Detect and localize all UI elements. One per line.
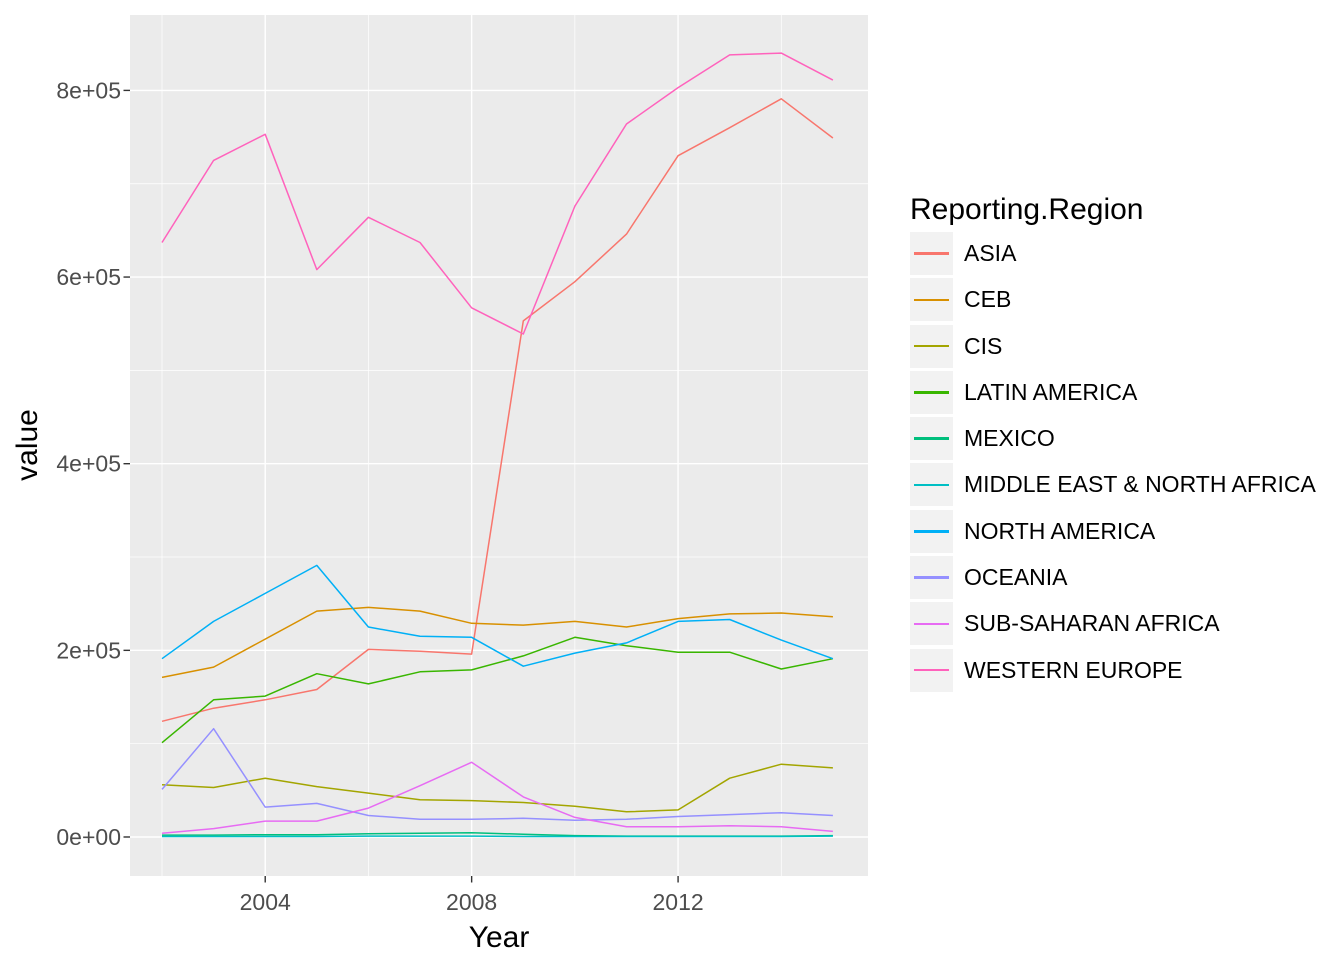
legend-item-label: CIS	[964, 332, 1003, 359]
legend-swatch-line	[914, 344, 949, 348]
legend-swatch-line	[914, 298, 949, 302]
legend-item-label: OCEANIA	[964, 564, 1068, 591]
legend-item-oceania: OCEANIA	[910, 556, 1316, 600]
legend-item-label: LATIN AMERICA	[964, 378, 1138, 405]
x-axis-title: Year	[468, 921, 530, 954]
legend-key	[910, 556, 953, 600]
legend-swatch-line	[914, 668, 949, 672]
series-line-sub-saharan-africa	[161, 761, 833, 835]
legend-item-label: SUB-SAHARAN AFRICA	[964, 610, 1220, 637]
legend-key	[910, 463, 953, 507]
legend-key	[910, 370, 953, 414]
y-tick-label: 6e+05	[56, 264, 121, 290]
x-tick-label: 2008	[446, 889, 497, 915]
legend-key	[910, 278, 953, 322]
legend-key	[910, 602, 953, 646]
x-tick-label: 2012	[652, 889, 703, 915]
legend-item-latin-america: LATIN AMERICA	[910, 370, 1316, 414]
legend-item-middle-east-north-africa: MIDDLE EAST & NORTH AFRICA	[910, 463, 1316, 507]
legend-item-ceb: CEB	[910, 278, 1316, 322]
series-line-western-europe	[161, 52, 834, 335]
legend-item-label: ASIA	[964, 240, 1017, 266]
series-line-latin-america	[161, 636, 834, 744]
series-line-asia	[161, 98, 834, 723]
legend-item-label: MEXICO	[964, 425, 1055, 452]
legend-key	[910, 648, 953, 692]
legend-key	[910, 417, 953, 461]
series-line-north-america	[161, 564, 834, 667]
series-line-cis	[161, 763, 833, 813]
legend-swatch-line	[914, 576, 949, 579]
series-line-oceania	[161, 727, 833, 821]
legend-item-north-america: NORTH AMERICA	[910, 509, 1316, 553]
legend-item-label: MIDDLE EAST & NORTH AFRICA	[964, 471, 1316, 498]
legend-item-sub-saharan-africa: SUB-SAHARAN AFRICA	[910, 602, 1316, 646]
legend-item-western-europe: WESTERN EUROPE	[910, 648, 1316, 692]
legend-key	[910, 324, 953, 368]
legend-title: Reporting.Region	[910, 193, 1144, 226]
y-tick-label: 4e+05	[56, 451, 121, 477]
legend-swatch-line	[914, 483, 949, 487]
y-axis-title: value	[11, 409, 44, 481]
y-tick-label: 8e+05	[56, 77, 121, 103]
legend: Reporting.Region ASIA CEB CIS LATIN AMERICA…	[910, 191, 1316, 695]
chart-panel	[130, 15, 868, 876]
legend-key	[910, 232, 953, 275]
legend-swatch-line	[914, 252, 949, 255]
series-line-ceb	[161, 606, 833, 679]
legend-swatch-line	[914, 391, 949, 394]
legend-swatch-line	[914, 622, 949, 626]
legend-key	[910, 509, 953, 553]
legend-item-mexico: MEXICO	[910, 417, 1316, 461]
legend-items: ASIA CEB CIS LATIN AMERICA MEXICO MIDDLE EAST…	[910, 232, 1316, 692]
x-tick-label: 2004	[240, 889, 291, 915]
legend-item-label: NORTH AMERICA	[964, 517, 1156, 544]
legend-item-cis: CIS	[910, 324, 1316, 368]
legend-swatch-line	[914, 530, 949, 533]
legend-item-asia: ASIA	[910, 232, 1316, 275]
y-tick-label: 2e+05	[56, 637, 121, 663]
legend-item-label: CEB	[964, 286, 1012, 313]
legend-item-label: WESTERN EUROPE	[964, 656, 1183, 683]
legend-swatch-line	[914, 437, 949, 440]
y-tick-label: 0e+00	[56, 824, 121, 850]
